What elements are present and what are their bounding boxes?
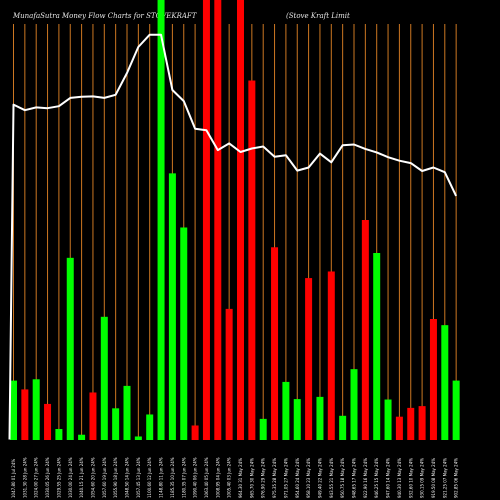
money-flow-bar	[55, 429, 63, 440]
x-tick-label: 943.55 21 May 24%	[329, 458, 334, 498]
money-flow-bar	[271, 247, 279, 440]
price-line-layer	[8, 33, 458, 440]
money-flow-bar	[259, 418, 267, 440]
x-tick-label: 1185.35 10 Jun 24%	[170, 457, 175, 498]
money-flow-bar	[293, 399, 301, 440]
money-flow-bar	[100, 316, 108, 440]
x-tick-label: 902.85 06 May 24%	[454, 458, 459, 498]
money-flow-bar	[21, 389, 29, 440]
x-tick-label: 946.25 15 May 24%	[374, 458, 379, 498]
x-tick-label: 930.15 09 May 24%	[420, 458, 425, 498]
money-flow-bar	[384, 399, 392, 440]
money-flow-bar	[112, 408, 120, 440]
money-flow-bar	[66, 257, 74, 440]
x-tick-label: 1024.00 27 Jun 24%	[34, 457, 39, 498]
x-tick-label: 1057.60 19 Jun 24%	[102, 457, 107, 498]
money-flow-bar	[452, 380, 460, 440]
money-flow-bar	[441, 325, 449, 440]
x-tick-label: 964.30 31 May 24%	[238, 458, 243, 498]
grid-lines	[13, 24, 457, 440]
money-flow-bar	[180, 227, 188, 440]
money-flow-bar	[191, 425, 199, 440]
x-tick-label: 1148.80 11 Jun 24%	[159, 457, 164, 498]
money-flow-bar	[305, 278, 313, 440]
x-tick-label: 975.35 28 May 24%	[272, 458, 277, 498]
money-flow-bar	[395, 416, 403, 440]
x-tick-label: 965.70 30 May 24%	[249, 458, 254, 498]
money-flow-bar	[327, 271, 335, 440]
money-flow-bar	[373, 253, 381, 440]
money-flow-bar	[361, 220, 369, 440]
money-flow-bar	[157, 0, 165, 440]
x-tick-label: 1008.95 04 Jun 24%	[215, 457, 220, 498]
x-tick-label: 958.10 23 May 24%	[306, 458, 311, 498]
x-tick-label: 1054.60 20 Jun 24%	[90, 457, 95, 498]
money-flow-bar	[146, 414, 154, 440]
chart-title: MunafaSutra Money Flow Charts for STOVEK…	[13, 12, 197, 20]
money-flow-bar	[134, 436, 142, 440]
x-tick-label: 948.65 17 May 24%	[352, 458, 357, 498]
x-tick-label: 950.75 18 May 24%	[340, 458, 345, 498]
x-tick-label: 1029.55 25 Jun 24%	[56, 457, 61, 498]
x-tick-label: 976.90 29 May 24%	[261, 458, 266, 498]
x-tick-label: 1031.30 28 Jun 24%	[22, 457, 27, 498]
money-flow-bar	[248, 80, 256, 441]
x-tick-label: 1055.90 18 Jun 24%	[113, 457, 118, 498]
money-flow-bar	[44, 403, 52, 440]
money-flow-bar	[316, 396, 324, 440]
price-line	[8, 33, 458, 440]
x-tick-label: 1005.40 03 Jun 24%	[227, 457, 232, 498]
x-tick-label: 1180.35 07 Jun 24%	[181, 457, 186, 498]
money-flow-bar	[78, 434, 86, 440]
money-flow-bar	[282, 381, 290, 440]
money-flow-bars	[10, 0, 460, 441]
money-flow-bar	[225, 308, 233, 440]
x-tick-label: 1063.40 05 Jun 24%	[204, 457, 209, 498]
money-flow-bar	[237, 0, 244, 440]
x-tick-label: 1090.40 06 Jun 24%	[193, 457, 198, 498]
x-tick-label: 954.60 24 May 24%	[295, 458, 300, 498]
x-tick-labels: 1047.80 01 Jul 24% 1031.30 28 Jun 24% 1024…	[11, 457, 459, 498]
money-flow-bar	[89, 392, 97, 440]
x-tick-label: 932.60 10 May 24%	[408, 458, 413, 498]
money-flow-bar	[32, 379, 40, 440]
money-flow-bar	[10, 380, 17, 440]
x-tick-label: 1048.50 14 Jun 24%	[125, 457, 130, 498]
money-flow-bar	[407, 407, 415, 440]
chart-header: MunafaSutra Money Flow Charts for STOVEK…	[0, 0, 500, 24]
money-flow-bar	[123, 385, 131, 440]
x-tick-label: 919.50 08 May 24%	[431, 458, 436, 498]
x-tick-label: 1057.45 13 Jun 24%	[136, 457, 141, 498]
money-flow-bar	[429, 319, 437, 440]
x-tick-label: 1100.60 12 Jun 24%	[147, 457, 152, 498]
money-flow-bar	[339, 415, 347, 440]
money-flow-bar	[168, 173, 176, 441]
money-flow-bar	[202, 0, 210, 440]
chart-title-company: (Stove Kraft Limit	[286, 12, 350, 20]
money-flow-bar	[350, 369, 358, 440]
x-tick-label: 947.60 14 May 24%	[386, 458, 391, 498]
money-flow-bar	[418, 406, 426, 440]
x-tick-label: 921.25 07 May 24%	[442, 458, 447, 498]
x-tick-label: 1047.80 01 Jul 24%	[11, 459, 16, 498]
x-tick-label: 949.40 22 May 24%	[317, 458, 322, 498]
x-tick-label: 940.30 13 May 24%	[397, 458, 402, 498]
x-tick-label: 922.90 16 May 24%	[363, 458, 368, 498]
x-tick-label: 971.05 27 May 24%	[283, 458, 288, 498]
x-tick-label: 1030.00 24 Jun 24%	[68, 457, 73, 498]
x-tick-label: 1030.05 26 Jun 24%	[45, 457, 50, 498]
x-tick-label: 1040.15 21 Jun 24%	[79, 457, 84, 498]
money-flow-bar	[214, 0, 222, 440]
